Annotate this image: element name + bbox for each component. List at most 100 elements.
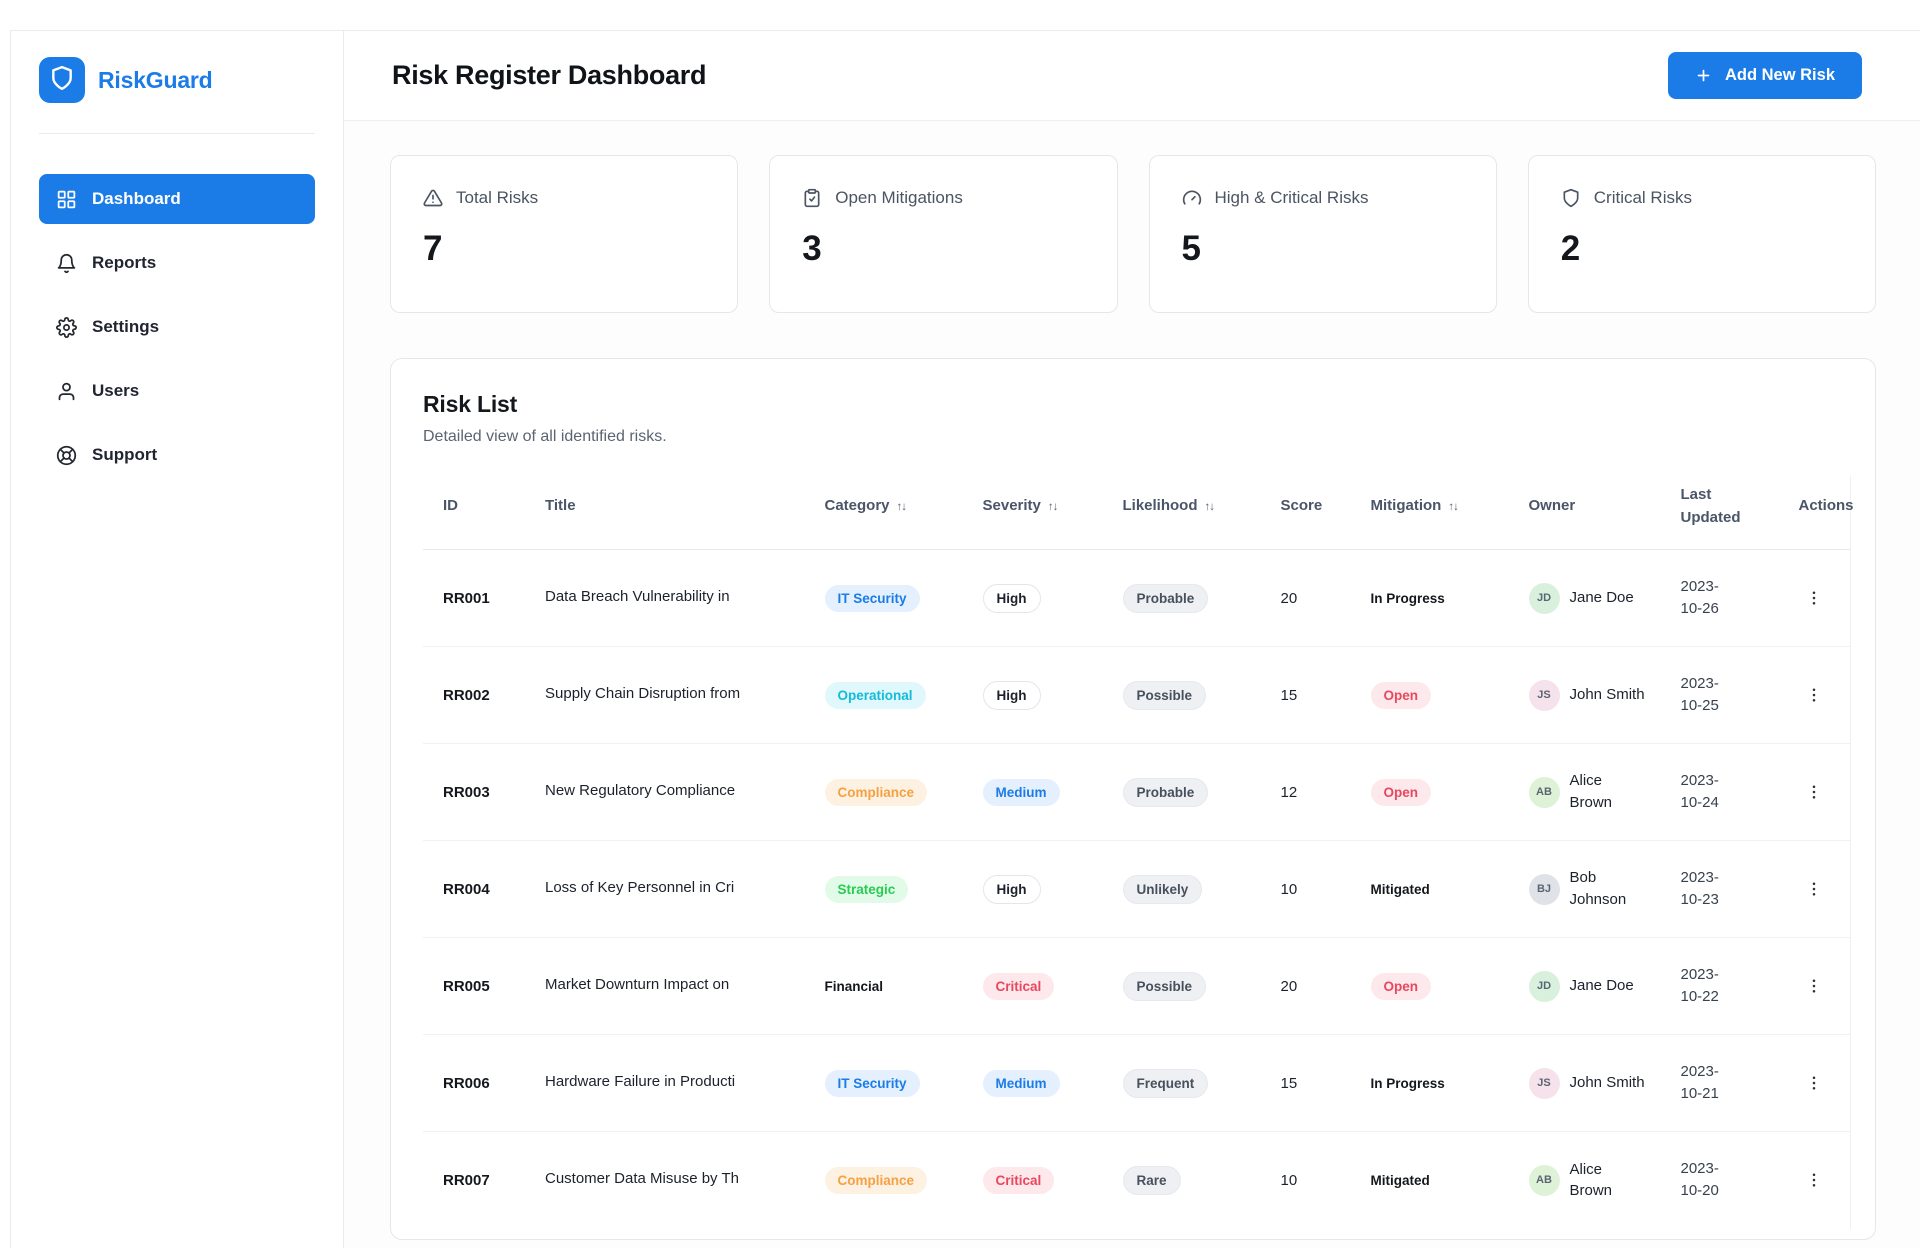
stat-card-high-critical-risks: High & Critical Risks 5 xyxy=(1148,155,1497,313)
owner-name: Alice Brown xyxy=(1569,1160,1613,1200)
severity-badge: High xyxy=(982,583,1041,613)
risk-actions-cell xyxy=(1786,937,1851,1035)
column-label: Owner xyxy=(1528,497,1576,515)
content: Total Risks 7 Open Mitigations 3 High & … xyxy=(344,121,1920,1248)
risk-category-cell: Financial xyxy=(812,937,971,1035)
risk-title: Supply Chain Disruption from xyxy=(533,646,813,744)
column-header-title: Title xyxy=(533,476,813,550)
risk-score: 15 xyxy=(1268,1034,1359,1132)
likelihood-badge: Possible xyxy=(1122,680,1207,710)
column-header-mitigation[interactable]: Mitigation ↑↓ xyxy=(1358,476,1517,550)
risk-last-updated: 2023-10-25 xyxy=(1668,646,1787,744)
risk-last-updated: 2023-10-22 xyxy=(1668,937,1787,1035)
sidebar-divider xyxy=(39,133,315,134)
owner-name: Alice Brown xyxy=(1569,772,1613,811)
risk-title: Loss of Key Personnel in Cri xyxy=(533,840,813,938)
risk-id: RR007 xyxy=(443,1171,490,1189)
risk-score: 20 xyxy=(1268,937,1359,1035)
column-header-owner: Owner xyxy=(1516,476,1669,550)
risk-title: Market Downturn Impact on xyxy=(533,937,813,1035)
alert-triangle-icon xyxy=(423,188,443,208)
sidebar-item-settings[interactable]: Settings xyxy=(39,302,315,352)
row-actions-button[interactable] xyxy=(1799,971,1829,1001)
column-label: Last Updated xyxy=(1680,486,1741,526)
life-buoy-icon xyxy=(56,445,77,466)
column-header-actions: Actions xyxy=(1786,476,1854,550)
risk-likelihood-cell: Rare xyxy=(1111,1132,1269,1229)
sidebar: RiskGuard Dashboard Reports Settings Use… xyxy=(11,31,344,1248)
column-header-likelihood[interactable]: Likelihood ↑↓ xyxy=(1110,476,1269,550)
row-actions-button[interactable] xyxy=(1799,680,1829,710)
risk-severity-cell: Medium xyxy=(970,1034,1111,1132)
sidebar-item-reports[interactable]: Reports xyxy=(39,238,315,288)
column-header-severity[interactable]: Severity ↑↓ xyxy=(970,476,1111,550)
risk-last-updated: 2023-10-20 xyxy=(1680,1159,1719,1200)
main-area: Risk Register Dashboard Add New Risk Tot… xyxy=(344,31,1920,1248)
risk-owner-cell: JD Jane Doe xyxy=(1516,937,1669,1035)
sidebar-item-dashboard[interactable]: Dashboard xyxy=(39,174,315,224)
risk-list-subtitle: Detailed view of all identified risks. xyxy=(423,428,667,445)
sort-icon: ↑↓ xyxy=(1204,501,1215,514)
sort-icon: ↑↓ xyxy=(896,501,907,514)
risk-severity-cell: High xyxy=(970,646,1111,744)
mitigation-badge: Open xyxy=(1370,972,1432,1000)
riskguard-logo xyxy=(39,57,85,103)
table-row: RR006 Hardware Failure in Producti IT Se… xyxy=(423,1034,1851,1132)
owner-name: John Smith xyxy=(1569,686,1645,704)
severity-badge: Medium xyxy=(982,1069,1060,1097)
sidebar-item-users[interactable]: Users xyxy=(39,366,315,416)
category-badge: Compliance xyxy=(824,1166,928,1194)
risk-mitigation-cell: Mitigated xyxy=(1359,1132,1517,1229)
avatar: JS xyxy=(1528,1067,1560,1099)
avatar: BJ xyxy=(1528,873,1560,905)
row-actions-button[interactable] xyxy=(1799,1165,1829,1195)
row-actions-button[interactable] xyxy=(1799,1068,1829,1098)
owner-name: Jane Doe xyxy=(1569,589,1634,607)
sidebar-item-support[interactable]: Support xyxy=(39,430,315,480)
likelihood-badge: Rare xyxy=(1122,1165,1181,1195)
risk-id: RR002 xyxy=(423,646,533,744)
risk-last-updated: 2023-10-26 xyxy=(1668,549,1787,647)
risk-id: RR003 xyxy=(423,743,533,841)
column-label: ID xyxy=(443,497,458,515)
risk-table: ID Title Category ↑↓ Severity ↑↓ Likelihoo… xyxy=(423,476,1854,1229)
stat-value: 2 xyxy=(1560,229,1581,268)
stat-card-header: High & Critical Risks xyxy=(1182,188,1472,208)
risk-title: Hardware Failure in Producti xyxy=(533,1034,813,1132)
clipboard-check-icon xyxy=(802,188,822,208)
risk-owner-cell: BJ Bob Johnson xyxy=(1516,840,1669,938)
add-new-risk-button[interactable]: Add New Risk xyxy=(1667,52,1862,99)
column-header-category[interactable]: Category ↑↓ xyxy=(812,476,971,550)
category-badge: Compliance xyxy=(824,778,928,806)
risk-mitigation-cell: In Progress xyxy=(1358,549,1517,647)
app-frame: RiskGuard Dashboard Reports Settings Use… xyxy=(10,30,1920,1248)
risk-actions-cell xyxy=(1786,840,1851,938)
stat-card-header: Total Risks xyxy=(423,188,713,208)
category-badge: IT Security xyxy=(824,584,920,612)
risk-score: 10 xyxy=(1268,840,1359,938)
row-actions-button[interactable] xyxy=(1799,777,1829,807)
severity-badge: Critical xyxy=(982,1166,1055,1194)
stat-card-header: Open Mitigations xyxy=(802,188,1092,208)
risk-id: RR005 xyxy=(423,937,533,1035)
sidebar-item-label: Reports xyxy=(92,253,157,272)
stat-value: 7 xyxy=(423,229,443,268)
likelihood-badge: Probable xyxy=(1122,583,1209,613)
risk-owner-cell: AB Alice Brown xyxy=(1516,743,1669,841)
risk-last-updated: 2023-10-24 xyxy=(1668,743,1787,841)
row-actions-button[interactable] xyxy=(1799,874,1829,904)
risk-mitigation-cell: Open xyxy=(1358,937,1517,1035)
risk-last-updated: 2023-10-21 xyxy=(1668,1034,1787,1132)
risk-owner-cell: JD Jane Doe xyxy=(1516,549,1669,647)
risk-score: 15 xyxy=(1268,646,1359,744)
topbar: Risk Register Dashboard Add New Risk xyxy=(344,31,1920,121)
stat-label: Open Mitigations xyxy=(835,188,963,207)
mitigation-badge: In Progress xyxy=(1370,590,1445,606)
table-body: RR001 Data Breach Vulnerability in IT Se… xyxy=(423,549,1851,1229)
risk-severity-cell: Critical xyxy=(971,1132,1111,1229)
owner-name: John Smith xyxy=(1569,1074,1645,1092)
row-actions-button[interactable] xyxy=(1799,583,1829,613)
risk-likelihood-cell: Unlikely xyxy=(1110,840,1269,938)
risk-likelihood-cell: Frequent xyxy=(1110,1034,1269,1132)
stat-label: Total Risks xyxy=(456,188,539,207)
